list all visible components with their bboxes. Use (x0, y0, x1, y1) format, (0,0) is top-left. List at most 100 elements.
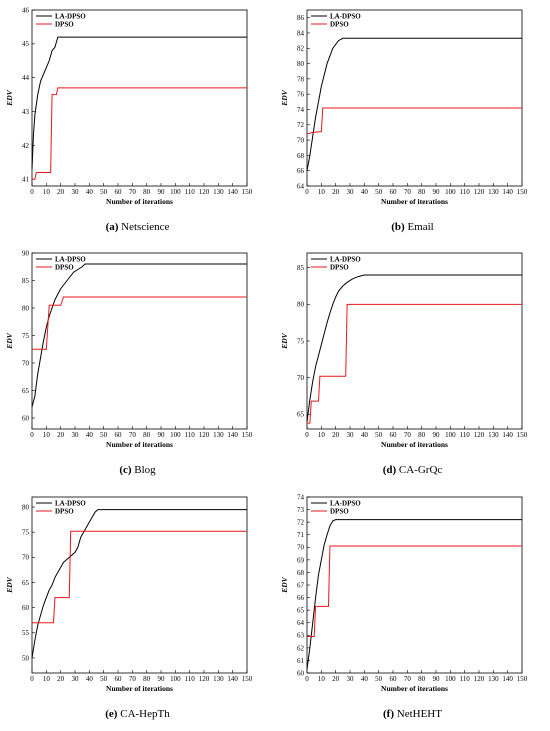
y-tick-label: 70 (22, 359, 30, 367)
x-tick-label: 100 (445, 431, 456, 439)
caption-name: CA-HepTh (117, 708, 170, 720)
y-tick-label: 75 (22, 529, 30, 537)
x-axis-label: Number of iterations (381, 684, 448, 693)
legend-label: LA-DPSO (330, 12, 361, 20)
series-line-la-dpso (31, 509, 247, 658)
legend-label: DPSO (55, 507, 74, 515)
series-line-dpso (306, 107, 522, 135)
caption-letter: (b) (391, 221, 405, 233)
x-tick-label: 40 (86, 188, 94, 196)
x-tick-label: 30 (72, 431, 80, 439)
y-tick-label: 55 (22, 629, 30, 637)
x-tick-label: 10 (318, 675, 326, 683)
x-tick-label: 60 (390, 431, 398, 439)
y-tick-label: 64 (297, 182, 305, 190)
legend-label: LA-DPSO (330, 255, 361, 263)
series-line-dpso (307, 303, 522, 424)
y-tick-label: 60 (22, 414, 30, 422)
legend-label: LA-DPSO (55, 255, 86, 263)
y-tick-label: 90 (22, 249, 30, 257)
y-tick-label: 46 (22, 6, 30, 14)
x-tick-label: 40 (361, 188, 369, 196)
legend-label: LA-DPSO (330, 499, 361, 507)
plot-frame (31, 496, 248, 674)
y-tick-label: 76 (297, 91, 305, 99)
x-tick-label: 130 (213, 431, 224, 439)
x-tick-label: 30 (72, 675, 80, 683)
y-tick-label: 80 (297, 301, 305, 309)
chart-svg: 0 10 20 30 40 50 60 70 80 90 100 110 120 130 140 150 60 6… (280, 493, 528, 693)
x-axis-label: Number of iterations (106, 197, 173, 206)
x-tick-label: 20 (332, 675, 340, 683)
y-tick-label: 60 (22, 604, 30, 612)
x-tick-label: 80 (143, 675, 151, 683)
x-tick-label: 70 (404, 431, 412, 439)
x-tick-label: 10 (318, 188, 326, 196)
x-tick-label: 70 (129, 431, 137, 439)
y-tick-label: 82 (297, 45, 305, 53)
x-tick-label: 0 (30, 431, 34, 439)
x-tick-label: 20 (57, 188, 65, 196)
x-tick-label: 120 (199, 188, 210, 196)
x-tick-label: 0 (305, 431, 309, 439)
y-tick-label: 71 (297, 531, 305, 539)
x-tick-label: 20 (57, 431, 65, 439)
x-tick-label: 30 (347, 431, 355, 439)
y-tick-label: 43 (22, 108, 30, 116)
y-tick-label: 70 (22, 554, 30, 562)
x-tick-label: 50 (100, 675, 108, 683)
y-tick-label: 70 (297, 374, 305, 382)
x-tick-label: 60 (390, 188, 398, 196)
y-tick-label: 70 (297, 136, 305, 144)
x-tick-label: 50 (375, 675, 383, 683)
y-axis-label: EDV (280, 576, 289, 593)
x-tick-label: 80 (143, 188, 151, 196)
x-tick-label: 50 (375, 188, 383, 196)
y-axis-label: EDV (280, 89, 289, 106)
x-tick-label: 100 (170, 431, 181, 439)
x-tick-label: 0 (305, 675, 309, 683)
x-tick-label: 130 (488, 675, 499, 683)
x-tick-label: 120 (199, 431, 210, 439)
x-tick-label: 140 (227, 188, 238, 196)
chart-caption: (c) Blog (0, 464, 275, 476)
x-tick-label: 150 (242, 431, 253, 439)
y-tick-label: 41 (22, 176, 30, 184)
x-tick-label: 90 (158, 675, 166, 683)
x-tick-label: 60 (390, 675, 398, 683)
x-tick-label: 90 (433, 431, 441, 439)
x-tick-label: 30 (72, 188, 80, 196)
caption-name: Netscience (118, 221, 170, 233)
x-tick-label: 100 (170, 675, 181, 683)
caption-letter: (d) (382, 464, 397, 476)
plot-frame (306, 252, 523, 430)
x-tick-label: 80 (143, 431, 151, 439)
y-tick-label: 45 (22, 40, 30, 48)
y-tick-label: 74 (297, 106, 305, 114)
y-tick-label: 72 (297, 121, 305, 129)
x-tick-label: 90 (158, 431, 166, 439)
x-tick-label: 150 (517, 431, 528, 439)
x-tick-label: 20 (57, 675, 65, 683)
x-tick-label: 130 (213, 675, 224, 683)
x-tick-label: 10 (43, 431, 51, 439)
legend-label: DPSO (55, 20, 74, 28)
y-tick-label: 78 (297, 75, 305, 83)
y-tick-label: 80 (22, 503, 30, 511)
x-tick-label: 30 (347, 188, 355, 196)
x-tick-label: 90 (158, 188, 166, 196)
y-tick-label: 66 (297, 594, 305, 602)
y-tick-label: 80 (297, 60, 305, 68)
caption-name: CA-GrQc (396, 464, 443, 476)
x-tick-label: 140 (502, 675, 513, 683)
caption-letter: (c) (119, 464, 132, 476)
y-tick-label: 74 (297, 493, 305, 501)
chart-panel-5: 0 10 20 30 40 50 60 70 80 90 100 110 120 130 140 150 50 5… (0, 487, 275, 730)
caption-letter: (e) (105, 708, 118, 720)
series-line-la-dpso (306, 519, 522, 670)
x-tick-label: 40 (361, 431, 369, 439)
y-tick-label: 69 (297, 556, 305, 564)
plot-frame (306, 9, 523, 187)
x-tick-label: 40 (86, 431, 94, 439)
x-tick-label: 70 (404, 188, 412, 196)
